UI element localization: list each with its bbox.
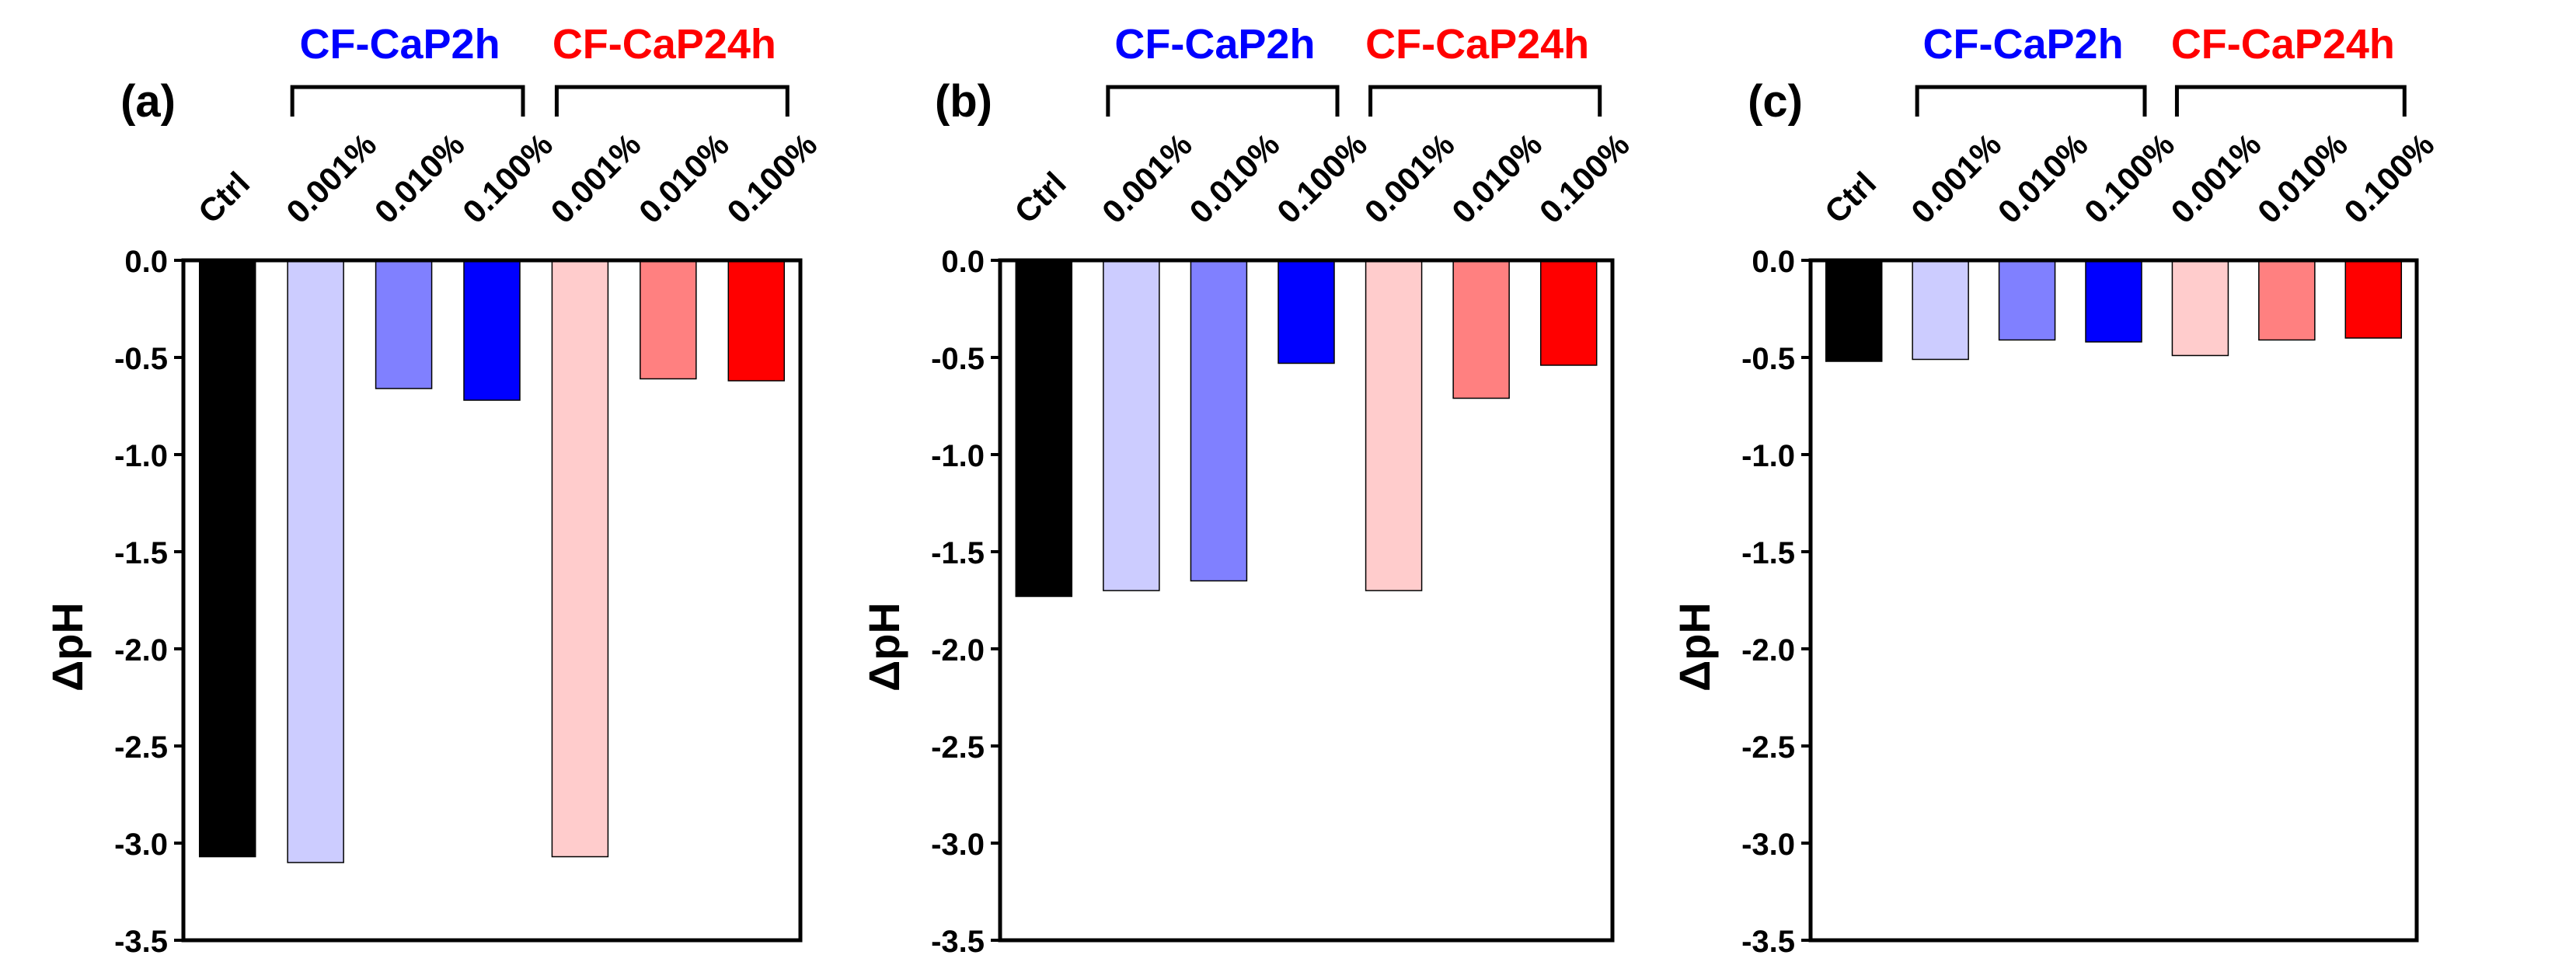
x-tick-label: 0.100% <box>2337 126 2441 230</box>
chart-panel-2: (b) 0.0 -0.5 -1.0 -1.5 -2.0 -2.5 -3.0 -3.5 ΔpH Ctr… <box>859 21 1637 959</box>
bar-24h-0.100% <box>2344 260 2403 339</box>
group-title-24h: CF-CaP24h <box>2171 21 2395 68</box>
bar-2h-0.100% <box>1278 260 1335 364</box>
x-tick-label: 0.010% <box>2250 126 2355 230</box>
group-bracket <box>1368 85 1602 117</box>
x-tick-label: 0.001% <box>279 126 383 230</box>
y-tick-label: 0.0 <box>124 245 168 279</box>
y-tick-label: -2.0 <box>931 633 985 667</box>
bar-24h-0.100% <box>727 260 786 382</box>
x-tick-label: 0.010% <box>1991 126 2095 230</box>
y-tick-label: -1.0 <box>931 439 985 473</box>
group-title-2h: CF-CaP2h <box>1923 21 2124 68</box>
group-bracket <box>1915 85 2147 117</box>
x-tick-label: 0.010% <box>632 126 736 230</box>
x-tick-label: 0.001% <box>1358 126 1462 230</box>
group-bracket <box>2174 85 2407 117</box>
x-tick-label: 0.001% <box>544 126 648 230</box>
bar-2h-0.001% <box>1103 260 1160 591</box>
x-tick-label: 0.100% <box>455 126 559 230</box>
y-tick-label: -3.0 <box>1741 828 1795 862</box>
group-title-24h: CF-CaP24h <box>1365 21 1589 68</box>
x-tick-label: 0.100% <box>1532 126 1637 230</box>
group-bracket <box>554 85 790 117</box>
y-tick-label: -0.5 <box>1741 342 1795 376</box>
bar-2h-0.010% <box>375 260 433 389</box>
bar-2h-0.010% <box>1190 260 1248 582</box>
y-tick-label: -1.0 <box>114 439 168 473</box>
bar-2h-0.001% <box>287 260 344 863</box>
bar-24h-0.100% <box>1539 260 1598 366</box>
x-tick-label: 0.100% <box>720 126 824 230</box>
x-tick-label: 0.001% <box>1904 126 2008 230</box>
bar-24h-0.001% <box>1365 260 1423 591</box>
y-tick-label: -0.5 <box>931 342 985 376</box>
x-tick-label: 0.010% <box>1183 126 1287 230</box>
chart-panel-1: (a) 0.0 -0.5 -1.0 -1.5 -2.0 -2.5 -3.0 -3.5 ΔpH Ctr… <box>43 21 824 959</box>
panel-label: (c) <box>1748 76 1803 127</box>
panel-label: (b) <box>935 76 992 127</box>
x-tick-label: 0.100% <box>1270 126 1374 230</box>
y-tick-label: -1.5 <box>1741 536 1795 570</box>
bar-2h-0.100% <box>2085 260 2142 343</box>
bar-ctrl <box>198 260 256 858</box>
plot-frame <box>998 258 1615 943</box>
y-tick-label: -2.0 <box>114 633 168 667</box>
group-title-24h: CF-CaP24h <box>552 21 776 68</box>
bar-ctrl <box>1015 260 1073 598</box>
bar-24h-0.010% <box>640 260 697 380</box>
panel-label: (a) <box>120 76 176 127</box>
bar-24h-0.010% <box>1452 260 1510 399</box>
bar-24h-0.001% <box>551 260 609 858</box>
y-tick-label: -3.5 <box>114 925 168 958</box>
y-tick-label: -3.0 <box>931 828 985 862</box>
y-axis-label: ΔpH <box>1670 602 1719 692</box>
y-tick-label: -3.0 <box>114 828 168 862</box>
y-tick-label: -2.5 <box>1741 730 1795 765</box>
y-tick-label: -1.5 <box>931 536 985 570</box>
x-tick-label: Ctrl <box>191 165 256 230</box>
x-tick-label: 0.100% <box>2077 126 2181 230</box>
bar-ctrl <box>1825 260 1883 362</box>
bar-2h-0.010% <box>1998 260 2056 341</box>
x-tick-label: Ctrl <box>1818 165 1883 230</box>
x-tick-label: 0.010% <box>1445 126 1549 230</box>
y-tick-label: -1.5 <box>114 536 168 570</box>
y-axis-label: ΔpH <box>43 602 92 692</box>
chart-panel-3: (c) 0.0 -0.5 -1.0 -1.5 -2.0 -2.5 -3.0 -3.5 ΔpH Ctr… <box>1670 21 2441 959</box>
y-tick-label: -3.5 <box>1741 925 1795 958</box>
y-tick-label: 0.0 <box>941 245 985 279</box>
bar-24h-0.010% <box>2258 260 2316 341</box>
y-tick-label: 0.0 <box>1752 245 1795 279</box>
bar-2h-0.100% <box>463 260 521 401</box>
y-tick-label: -2.5 <box>114 730 168 765</box>
y-tick-label: -2.0 <box>1741 633 1795 667</box>
group-title-2h: CF-CaP2h <box>1114 21 1315 68</box>
group-bracket <box>1106 85 1340 117</box>
x-tick-label: 0.001% <box>1095 126 1199 230</box>
x-tick-label: 0.010% <box>368 126 472 230</box>
bar-2h-0.001% <box>1912 260 1969 361</box>
x-tick-label: 0.001% <box>2164 126 2268 230</box>
bar-24h-0.001% <box>2171 260 2229 357</box>
y-tick-label: -0.5 <box>114 342 168 376</box>
plot-frame <box>1808 258 2419 943</box>
group-bracket <box>290 85 525 117</box>
group-title-2h: CF-CaP2h <box>300 21 500 68</box>
y-tick-label: -2.5 <box>931 730 985 765</box>
plot-frame <box>181 258 803 943</box>
y-tick-label: -1.0 <box>1741 439 1795 473</box>
y-tick-label: -3.5 <box>931 925 985 958</box>
y-axis-label: ΔpH <box>859 602 908 692</box>
x-tick-label: Ctrl <box>1007 165 1072 230</box>
